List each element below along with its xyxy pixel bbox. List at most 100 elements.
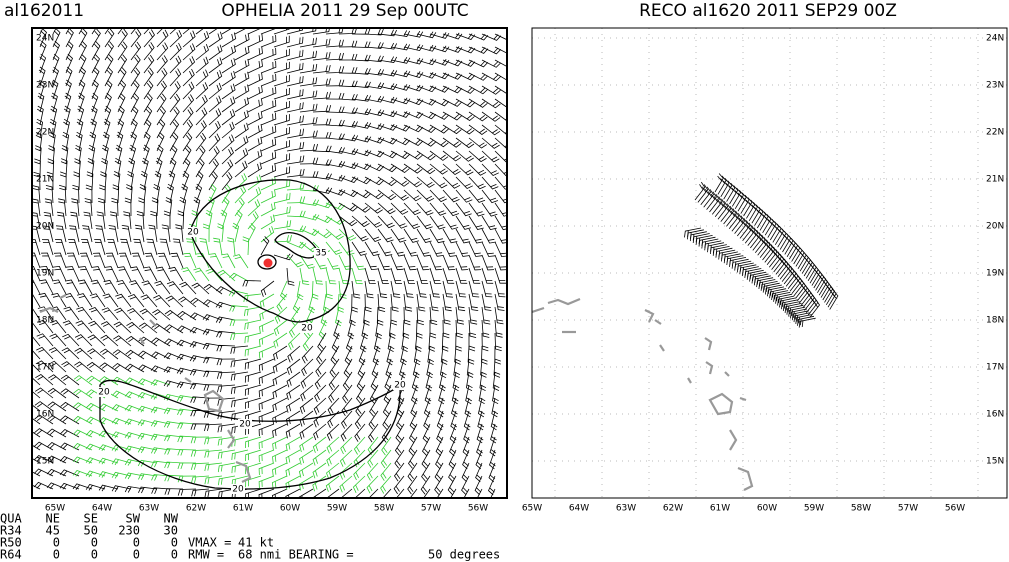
left-frame — [31, 27, 508, 499]
wind-barb — [351, 280, 361, 299]
wind-barb — [61, 347, 80, 360]
wind-barb — [447, 475, 457, 495]
wind-barb — [351, 202, 371, 213]
wind-barb — [52, 53, 60, 74]
rmw-label: RMW = — [188, 548, 224, 562]
wind-barb — [234, 33, 250, 48]
wind-barb — [124, 391, 145, 399]
wind-barb — [476, 488, 483, 498]
wind-barb — [204, 423, 223, 432]
wind-barb — [32, 198, 41, 217]
wind-barb — [152, 309, 171, 321]
wind-barb — [177, 449, 197, 456]
wind-barb — [325, 79, 345, 87]
wind-barb — [351, 163, 372, 171]
wind-barb — [39, 28, 44, 35]
wind-barb — [714, 173, 724, 193]
wind-barb — [99, 362, 119, 373]
wind-barb — [384, 371, 392, 392]
wind-barb — [494, 111, 507, 122]
wind-barb — [114, 307, 132, 321]
wind-barb — [202, 328, 223, 336]
wind-barb — [164, 488, 184, 495]
lon-label: 64W — [92, 504, 112, 514]
wind-barb — [494, 124, 507, 136]
wind-barb — [273, 345, 288, 361]
wind-barb — [167, 183, 174, 204]
wind-barb — [75, 320, 93, 334]
wind-barb — [101, 144, 109, 165]
wind-barb — [231, 449, 249, 460]
wind-barb — [189, 355, 210, 362]
wind-barb — [232, 222, 240, 243]
wind-barb — [134, 224, 145, 243]
wind-barb — [234, 122, 249, 139]
wind-barb — [62, 333, 80, 347]
wind-barb — [286, 384, 301, 401]
wind-barb — [313, 410, 327, 428]
wind-barb — [779, 297, 797, 308]
wind-barb — [390, 124, 411, 132]
wind-barb — [434, 462, 444, 482]
wind-barb — [731, 187, 742, 207]
wind-barb — [47, 158, 55, 178]
wind-barb — [429, 163, 448, 175]
wind-barb — [215, 316, 236, 324]
wind-barb — [481, 254, 495, 271]
wind-barb — [176, 395, 197, 402]
wind-barb — [46, 171, 54, 191]
wind-barb — [736, 217, 748, 237]
wind-barb — [396, 488, 405, 498]
wind-barb — [191, 475, 210, 484]
wind-barb — [220, 209, 228, 230]
wind-barb — [380, 462, 392, 481]
wind-barb — [494, 306, 504, 325]
wind-barb — [98, 417, 119, 425]
wind-barb — [403, 189, 422, 202]
wind-barb — [746, 199, 756, 219]
wind-barb — [370, 371, 379, 392]
lon-label: 56W — [945, 504, 965, 514]
wind-barb — [76, 306, 93, 321]
wind-barb — [182, 81, 195, 100]
wind-barb — [76, 293, 93, 308]
wind-barb — [77, 279, 93, 295]
wind-barb — [435, 449, 444, 470]
wind-barb — [829, 290, 839, 310]
wind-barb — [481, 202, 498, 217]
wind-barb — [312, 78, 331, 87]
wind-barb — [754, 206, 764, 226]
wind-barb — [788, 306, 806, 317]
wind-barb — [52, 28, 57, 35]
wind-barb — [32, 417, 41, 425]
wind-barb — [35, 374, 54, 386]
wind-barb — [111, 485, 132, 493]
wind-barb — [455, 98, 475, 108]
wind-barb — [118, 252, 132, 269]
wind-barb — [48, 347, 67, 360]
wind-barb — [75, 144, 82, 165]
wind-barb — [286, 254, 304, 268]
table-header: SE — [84, 512, 98, 526]
wind-barb — [272, 371, 288, 387]
wind-barb — [481, 163, 499, 176]
wind-barb — [325, 39, 344, 48]
right-map — [532, 28, 1007, 498]
wind-barb — [221, 253, 236, 269]
wind-barb — [323, 293, 330, 314]
island — [705, 361, 714, 375]
wind-barb — [63, 118, 70, 139]
label-bg — [300, 323, 314, 333]
wind-barb — [177, 310, 197, 321]
wind-barb — [156, 119, 166, 139]
wind-barb — [74, 361, 93, 373]
wind-barb — [195, 56, 209, 74]
wind-barb — [748, 202, 758, 222]
wind-barb — [195, 183, 203, 204]
wind-barb — [364, 254, 378, 271]
wind-barb — [48, 374, 67, 386]
wind-barb — [176, 381, 197, 389]
wind-barb — [137, 405, 158, 413]
wind-barb — [351, 149, 372, 157]
wind-barb — [435, 436, 444, 457]
